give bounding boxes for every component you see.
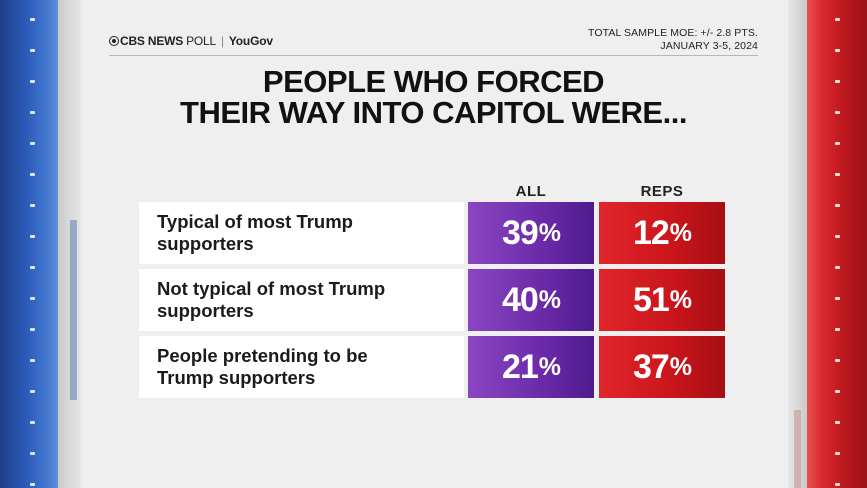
percent-sign: %	[669, 218, 692, 247]
right-shadow	[789, 0, 807, 488]
left-accent	[70, 220, 77, 400]
value-number: 40	[501, 280, 539, 319]
border-tick	[835, 204, 840, 207]
value-number: 12	[632, 213, 670, 252]
title-line-1: PEOPLE WHO FORCED	[262, 64, 605, 99]
border-tick	[30, 390, 35, 393]
row-label-line-1: People pretending to be	[157, 345, 368, 366]
border-tick	[30, 235, 35, 238]
border-tick	[30, 297, 35, 300]
row-label-line-2: supporters	[157, 233, 254, 254]
border-tick	[835, 328, 840, 331]
value-cell-reps: 37%	[599, 336, 725, 398]
border-tick	[835, 421, 840, 424]
border-tick	[30, 49, 35, 52]
border-tick	[835, 266, 840, 269]
border-tick	[835, 297, 840, 300]
border-tick	[835, 235, 840, 238]
border-tick	[30, 18, 35, 21]
brand-network: CBS NEWS	[120, 34, 184, 48]
row-label-line-2: Trump supporters	[157, 367, 316, 388]
border-tick	[835, 173, 840, 176]
title-line-2: THEIR WAY INTO CAPITOL WERE...	[180, 95, 687, 130]
right-accent	[794, 410, 801, 488]
value-number: 39	[501, 213, 539, 252]
value-cell-reps: 51%	[599, 269, 725, 331]
border-tick	[30, 111, 35, 114]
value-cell-all: 40%	[468, 269, 594, 331]
cbs-eye-icon	[109, 36, 119, 46]
row-label: Not typical of most Trump supporters	[139, 269, 464, 331]
value-number: 51	[632, 280, 670, 319]
value-number: 37	[632, 347, 670, 386]
border-tick	[835, 390, 840, 393]
chart-title: PEOPLE WHO FORCED THEIR WAY INTO CAPITOL…	[100, 66, 767, 128]
header-divider	[109, 55, 758, 56]
border-tick	[835, 49, 840, 52]
row-label-line-2: supporters	[157, 300, 254, 321]
percent-sign: %	[669, 352, 692, 381]
border-tick	[30, 483, 35, 486]
brand-separator: |	[220, 34, 224, 48]
brand-logo: CBS NEWS POLL | YouGov	[109, 34, 273, 48]
border-tick	[30, 421, 35, 424]
row-label: People pretending to be Trump supporters	[139, 336, 464, 398]
brand-partner: YouGov	[228, 34, 273, 48]
poll-dates: JANUARY 3-5, 2024	[660, 40, 758, 52]
border-tick	[30, 204, 35, 207]
border-tick	[30, 173, 35, 176]
border-tick	[30, 328, 35, 331]
percent-sign: %	[669, 285, 692, 314]
border-tick	[30, 359, 35, 362]
moe-text: TOTAL SAMPLE MOE: +/- 2.8 PTS.	[588, 27, 758, 39]
border-tick	[835, 142, 840, 145]
border-tick	[835, 452, 840, 455]
border-tick	[835, 111, 840, 114]
border-tick	[835, 80, 840, 83]
border-tick	[30, 142, 35, 145]
poll-meta: TOTAL SAMPLE MOE: +/- 2.8 PTS. JANUARY 3…	[588, 27, 758, 53]
column-header-all: ALL	[515, 183, 547, 200]
percent-sign: %	[538, 218, 561, 247]
border-tick	[30, 80, 35, 83]
brand-poll: POLL	[186, 34, 216, 48]
border-tick	[835, 483, 840, 486]
value-cell-all: 21%	[468, 336, 594, 398]
border-tick	[30, 266, 35, 269]
percent-sign: %	[538, 285, 561, 314]
percent-sign: %	[538, 352, 561, 381]
border-tick	[835, 359, 840, 362]
border-tick	[30, 452, 35, 455]
row-label-line-1: Not typical of most Trump	[157, 278, 386, 299]
value-cell-reps: 12%	[599, 202, 725, 264]
column-header-reps: REPS	[640, 183, 684, 200]
right-red-border	[807, 0, 867, 488]
row-label: Typical of most Trump supporters	[139, 202, 464, 264]
value-number: 21	[501, 347, 539, 386]
border-tick	[835, 18, 840, 21]
left-blue-border	[0, 0, 58, 488]
value-cell-all: 39%	[468, 202, 594, 264]
row-label-line-1: Typical of most Trump	[157, 211, 353, 232]
